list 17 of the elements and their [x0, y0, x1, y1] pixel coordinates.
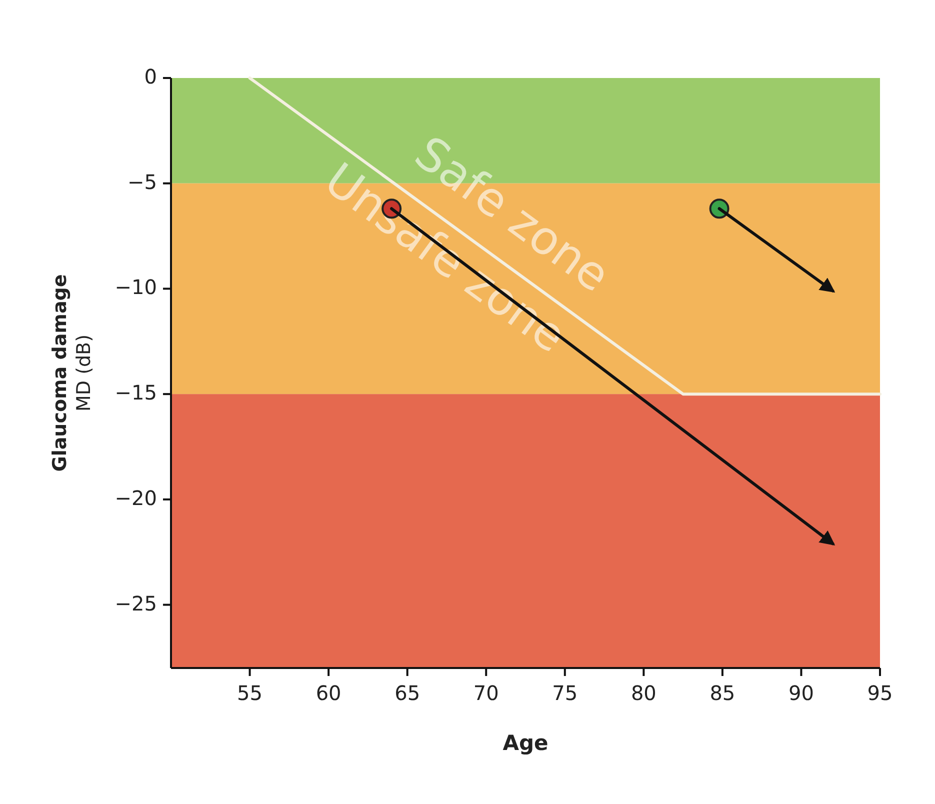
x-axis-title: Age: [502, 731, 548, 755]
x-tick-label: 90: [788, 681, 814, 705]
x-tick-label: 70: [473, 681, 499, 705]
x-tick-label: 65: [394, 681, 420, 705]
y-tick-label: −25: [114, 591, 157, 616]
y-tick-label: −10: [114, 275, 157, 300]
y-tick-label: −20: [114, 486, 157, 510]
y-axis-title: Glaucoma damage MD (dB): [49, 274, 95, 472]
x-tick-label: 60: [316, 681, 342, 705]
x-tick-label: 75: [552, 681, 578, 705]
x-tick-label: 80: [630, 681, 656, 705]
y-tick-label: 0: [144, 64, 157, 88]
x-tick-label: 95: [867, 681, 893, 705]
y-tick-label: −5: [128, 170, 157, 194]
x-tick-label: 85: [710, 681, 736, 705]
x-tick-label: 55: [237, 681, 263, 705]
y-tick-label: −15: [114, 380, 157, 405]
